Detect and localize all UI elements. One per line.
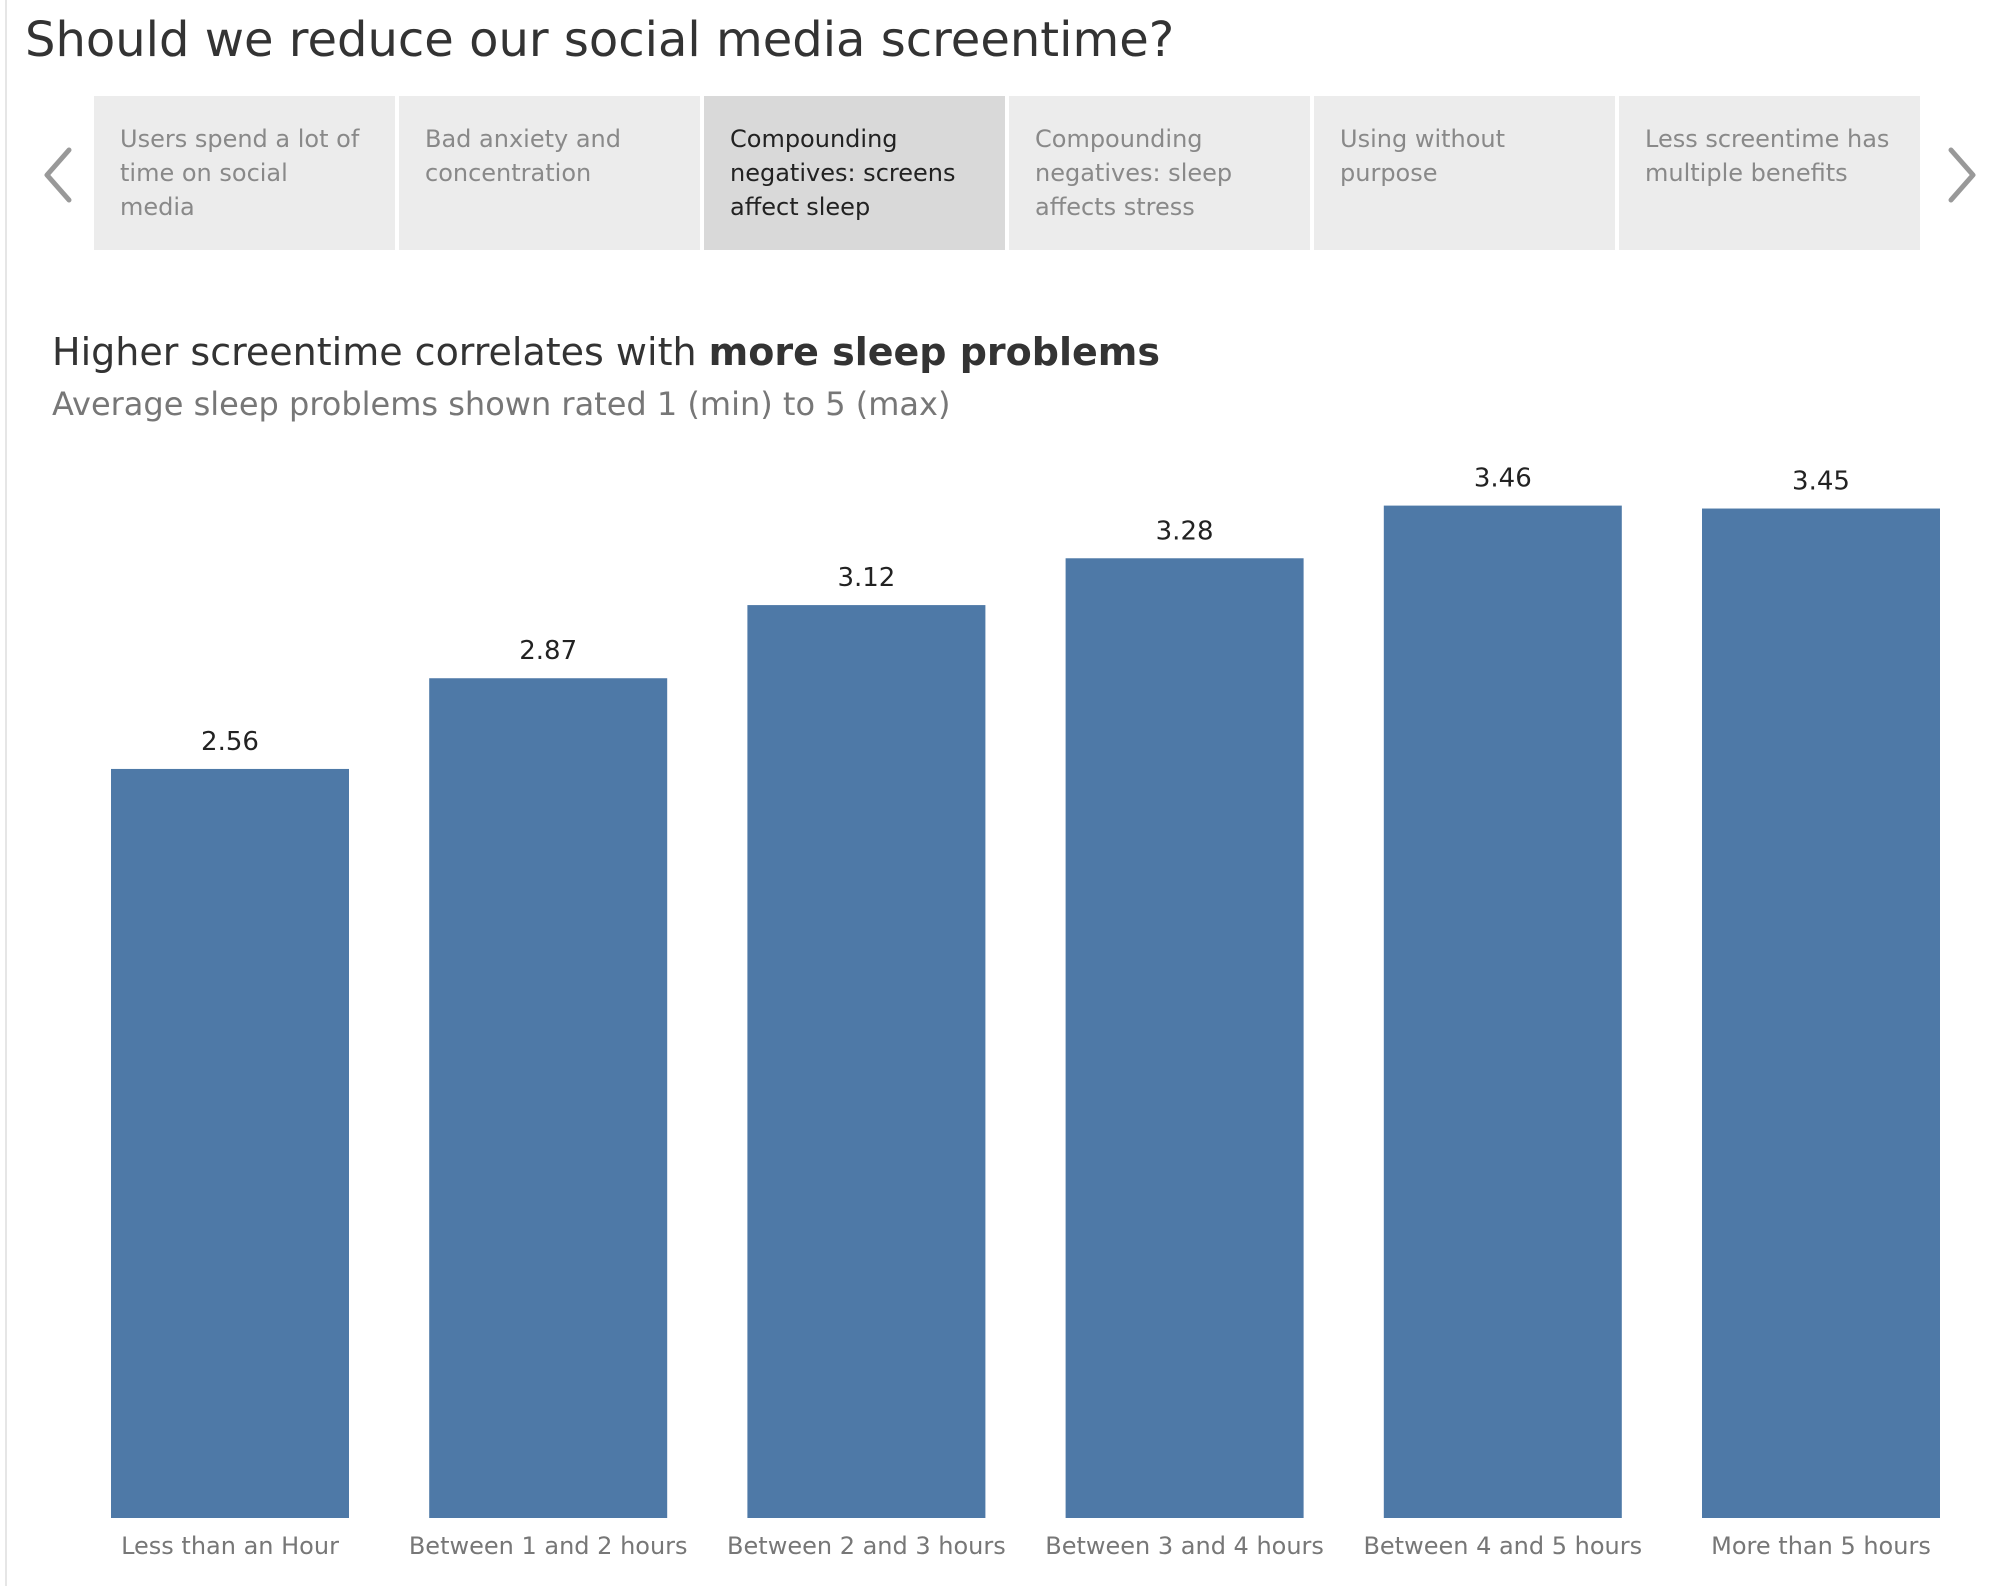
story-navigator: Users spend a lot of time on social medi… xyxy=(94,96,1920,250)
story-point-2[interactable]: Bad anxiety and concentration xyxy=(399,96,700,250)
story-point-label: Compounding negatives: sleep affects str… xyxy=(1035,125,1233,221)
story-point-1[interactable]: Users spend a lot of time on social medi… xyxy=(94,96,395,250)
bar-5[interactable] xyxy=(1383,505,1622,1518)
next-story-button[interactable] xyxy=(1935,140,1985,210)
story-point-label: Users spend a lot of time on social medi… xyxy=(120,125,360,221)
story-point-label: Less screentime has multiple benefits xyxy=(1645,125,1890,187)
bar-value-label: 3.12 xyxy=(837,563,895,593)
bar-1[interactable] xyxy=(111,768,349,1518)
chart-title-prefix: Higher screentime correlates with xyxy=(52,330,709,374)
dashboard-title: Should we reduce our social media screen… xyxy=(25,12,1175,68)
x-tick-label: Between 1 and 2 hours xyxy=(409,1532,688,1560)
chevron-left-icon xyxy=(44,147,72,203)
chart-title-emphasis: more sleep problems xyxy=(708,330,1160,374)
bar-4[interactable] xyxy=(1065,558,1304,1518)
x-tick-label: More than 5 hours xyxy=(1711,1532,1931,1560)
bar-3[interactable] xyxy=(747,605,986,1518)
bar-value-label: 3.46 xyxy=(1474,464,1532,494)
story-point-6[interactable]: Less screentime has multiple benefits xyxy=(1619,96,1920,250)
story-point-label: Using without purpose xyxy=(1340,125,1506,187)
chart-title: Higher screentime correlates with more s… xyxy=(52,330,1160,374)
story-point-3[interactable]: Compounding negatives: screens affect sl… xyxy=(704,96,1005,250)
chart-subtitle: Average sleep problems shown rated 1 (mi… xyxy=(52,385,951,423)
bar-value-label: 3.28 xyxy=(1156,516,1214,546)
left-border xyxy=(5,0,7,1586)
bar-value-label: 2.87 xyxy=(519,636,577,666)
x-tick-label: Less than an Hour xyxy=(121,1532,339,1560)
bar-value-label: 2.56 xyxy=(201,727,259,757)
x-tick-label: Between 4 and 5 hours xyxy=(1363,1532,1642,1560)
x-tick-label: Between 3 and 4 hours xyxy=(1045,1532,1324,1560)
story-point-label: Bad anxiety and concentration xyxy=(425,125,621,187)
bar-2[interactable] xyxy=(429,678,668,1518)
previous-story-button[interactable] xyxy=(35,140,85,210)
story-point-4[interactable]: Compounding negatives: sleep affects str… xyxy=(1009,96,1310,250)
chevron-right-icon xyxy=(1948,147,1976,203)
bar-value-label: 3.45 xyxy=(1792,467,1850,497)
bar-6[interactable] xyxy=(1702,508,1940,1518)
story-point-5[interactable]: Using without purpose xyxy=(1314,96,1615,250)
story-point-label: Compounding negatives: screens affect sl… xyxy=(730,125,956,221)
x-tick-label: Between 2 and 3 hours xyxy=(727,1532,1006,1560)
